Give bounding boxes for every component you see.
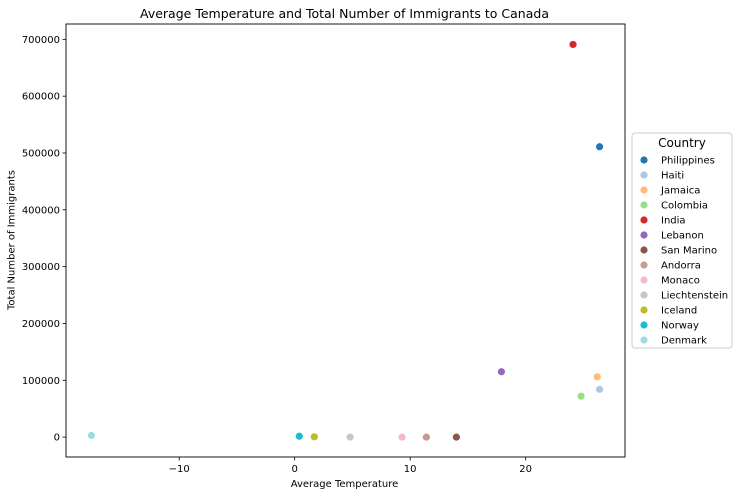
legend-label-haiti: Haiti [661,171,684,182]
y-axis-label: Total Number of Immigrants [7,170,18,311]
x-axis: −10 0 10 20 [169,457,532,475]
point-colombia [577,392,585,400]
point-monaco [398,433,406,441]
y-tick-label: 100000 [22,376,60,387]
legend-label-liechtenstein: Liechtenstein [661,291,728,302]
legend-items: Philippines Haiti Jamaica Colombia India Leba… [640,156,728,347]
legend-marker-liechtenstein [640,291,648,299]
legend: Country Philippines Haiti Jamaica Colombia I… [631,132,733,349]
x-axis-label: Average Temperature [291,479,399,490]
plot-area [65,23,626,458]
point-philippines [595,143,604,151]
legend-marker-iceland [640,306,648,314]
legend-label-andorra: Andorra [661,261,701,272]
legend-label-iceland: Iceland [661,306,697,317]
point-liechtenstein [346,433,354,441]
legend-label-san-marino: San Marino [661,246,717,257]
legend-marker-denmark [640,336,648,344]
point-lebanon [497,368,506,376]
legend-label-lebanon: Lebanon [661,231,704,242]
y-tick-label: 400000 [22,205,60,216]
legend-marker-san-marino [640,246,648,254]
legend-marker-norway [640,321,648,329]
chart-title: Average Temperature and Total Number of … [140,6,549,21]
legend-title: Country [658,136,706,150]
point-haiti [595,385,604,393]
x-tick-label: 20 [519,464,532,475]
x-tick-label: −10 [169,464,190,475]
data-points [87,40,604,441]
point-norway [295,432,303,440]
legend-label-india: India [661,216,686,227]
legend-marker-jamaica [640,186,648,194]
y-tick-label: 500000 [22,148,60,159]
legend-label-jamaica: Jamaica [660,186,700,197]
legend-marker-monaco [640,276,648,284]
legend-label-colombia: Colombia [661,201,708,212]
legend-marker-haiti [640,171,648,179]
y-tick-label: 600000 [22,92,60,103]
point-iceland [310,433,318,441]
point-san-marino [452,433,460,441]
y-tick-label: 300000 [22,262,60,273]
legend-label-philippines: Philippines [661,156,715,167]
y-tick-label: 0 [54,433,60,444]
legend-label-norway: Norway [661,321,699,332]
legend-marker-india [640,216,648,224]
legend-label-monaco: Monaco [661,276,700,287]
legend-marker-andorra [640,261,648,269]
legend-box [631,132,733,349]
y-tick-label: 200000 [22,319,60,330]
point-denmark [87,431,96,440]
legend-marker-philippines [640,156,648,164]
legend-marker-lebanon [640,231,648,239]
point-andorra [422,433,430,441]
legend-label-denmark: Denmark [661,336,707,347]
point-india [569,40,577,49]
x-tick-label: 10 [404,464,417,475]
legend-marker-colombia [640,201,648,209]
point-jamaica [593,373,601,381]
x-tick-label: 0 [291,464,297,475]
y-axis: 0 100000 200000 300000 400000 500000 600000 700… [22,35,66,444]
y-tick-label: 700000 [22,35,60,46]
